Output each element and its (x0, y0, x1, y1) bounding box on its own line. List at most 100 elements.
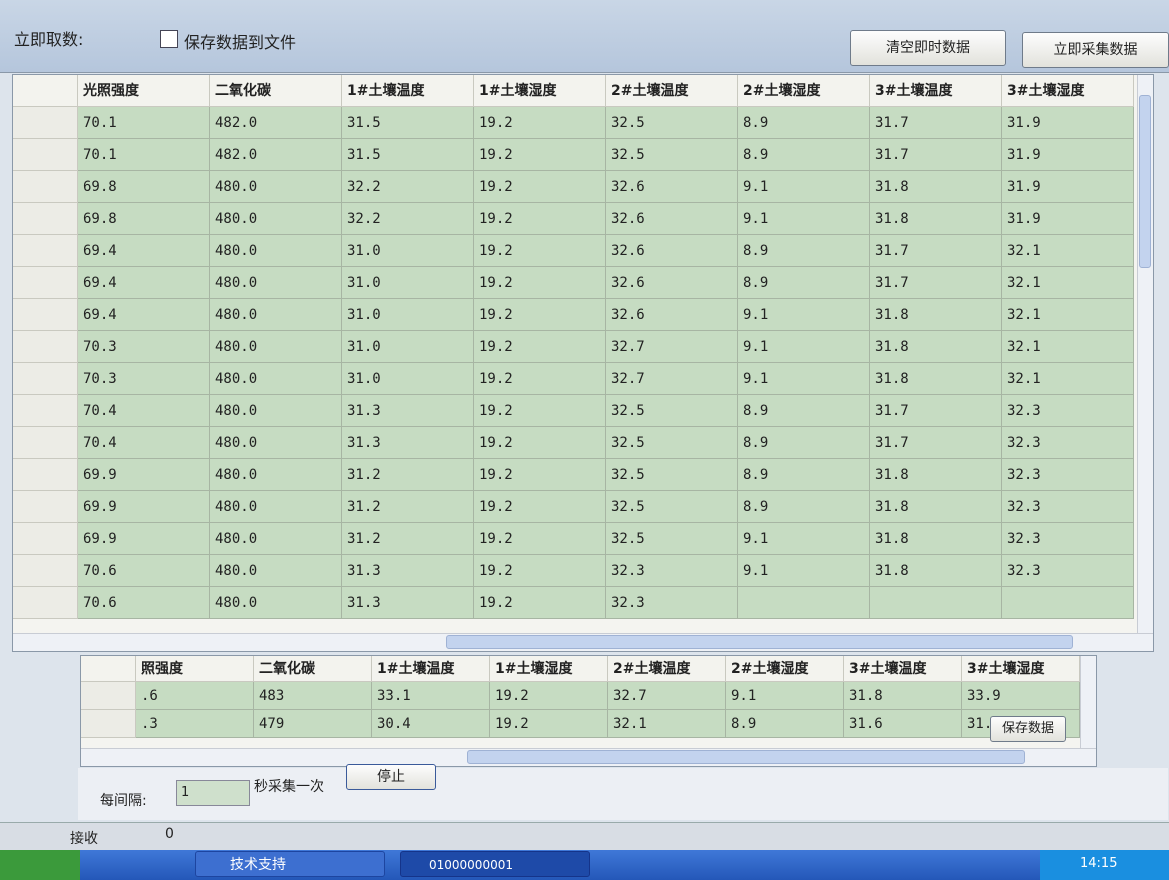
data-cell: 70.4 (78, 395, 210, 427)
row-header[interactable] (13, 587, 78, 619)
data-cell: 69.9 (78, 491, 210, 523)
data-cell: 19.2 (474, 267, 606, 299)
data-cell: 31.8 (870, 299, 1002, 331)
stop-button[interactable]: 停止 (346, 764, 436, 790)
data-cell: 19.2 (490, 682, 608, 710)
column-header: 3#土壤湿度 (1002, 75, 1134, 107)
data-cell: 19.2 (474, 139, 606, 171)
checkbox-label[interactable]: 保存数据到文件 (184, 33, 297, 52)
row-header[interactable] (13, 203, 78, 235)
column-header: 2#土壤温度 (608, 656, 726, 682)
data-cell: 8.9 (738, 427, 870, 459)
data-cell: 32.7 (606, 363, 738, 395)
row-header[interactable] (13, 139, 78, 171)
data-cell: 32.5 (606, 107, 738, 139)
data-cell: 31.8 (870, 203, 1002, 235)
save-button[interactable]: 保存数据 (990, 716, 1066, 742)
data-cell: 482.0 (210, 107, 342, 139)
scroll-thumb[interactable] (1139, 95, 1151, 268)
data-cell: 32.5 (606, 139, 738, 171)
data-cell: 32.2 (342, 171, 474, 203)
row-header[interactable] (13, 107, 78, 139)
data-cell: 31.9 (1002, 139, 1134, 171)
data-cell: 8.9 (738, 235, 870, 267)
column-header: 2#土壤湿度 (738, 75, 870, 107)
status-label: 接收 (70, 831, 98, 847)
data-cell: 69.8 (78, 203, 210, 235)
data-cell: 483 (254, 682, 372, 710)
data-cell: 32.5 (606, 523, 738, 555)
data-cell: 32.1 (1002, 299, 1134, 331)
data-cell: 32.5 (606, 395, 738, 427)
data-cell: 69.9 (78, 459, 210, 491)
column-header: 2#土壤湿度 (726, 656, 844, 682)
data-cell: 31.0 (342, 267, 474, 299)
row-header[interactable] (13, 299, 78, 331)
data-cell: 32.3 (1002, 395, 1134, 427)
data-cell: 8.9 (738, 267, 870, 299)
toolbar-label: 立即取数: (14, 30, 84, 49)
scroll-thumb[interactable] (446, 635, 1074, 649)
data-cell: 8.9 (726, 710, 844, 738)
data-cell: 31.2 (342, 523, 474, 555)
data-cell: 32.7 (608, 682, 726, 710)
data-cell: 32.5 (606, 459, 738, 491)
data-cell: 479 (254, 710, 372, 738)
data-cell: 32.3 (606, 555, 738, 587)
row-header[interactable] (13, 523, 78, 555)
start-area[interactable] (0, 850, 80, 880)
data-cell: 32.6 (606, 235, 738, 267)
interval-input[interactable]: 1 (176, 780, 250, 806)
row-header[interactable] (13, 331, 78, 363)
data-cell: 31.7 (870, 235, 1002, 267)
data-cell: 31.7 (870, 139, 1002, 171)
data-cell: 32.1 (1002, 235, 1134, 267)
column-header: 3#土壤温度 (870, 75, 1002, 107)
data-cell: 19.2 (474, 523, 606, 555)
data-cell: 480.0 (210, 395, 342, 427)
row-header[interactable] (13, 395, 78, 427)
taskbar-item[interactable]: 01000000001 (400, 851, 590, 877)
data-cell: 32.5 (606, 491, 738, 523)
column-header: 1#土壤湿度 (474, 75, 606, 107)
data-cell: 19.2 (474, 299, 606, 331)
row-header[interactable] (13, 171, 78, 203)
system-tray (1040, 850, 1169, 880)
data-cell: 31.9 (1002, 203, 1134, 235)
row-header[interactable] (13, 427, 78, 459)
clear-button[interactable]: 清空即时数据 (850, 30, 1006, 66)
row-header[interactable] (13, 555, 78, 587)
row-header[interactable] (13, 459, 78, 491)
row-header[interactable] (13, 267, 78, 299)
column-header: 3#土壤湿度 (962, 656, 1080, 682)
data-cell: 32.1 (1002, 267, 1134, 299)
data-cell: 31.2 (342, 491, 474, 523)
data-cell: 32.3 (1002, 555, 1134, 587)
data-cell: 31.0 (342, 331, 474, 363)
column-header: 1#土壤湿度 (490, 656, 608, 682)
row-header[interactable] (13, 363, 78, 395)
scroll-thumb[interactable] (466, 750, 1025, 764)
row-header[interactable] (13, 235, 78, 267)
data-cell: 19.2 (474, 331, 606, 363)
data-cell: 31.0 (342, 235, 474, 267)
taskbar-item[interactable]: 技术支持 (195, 851, 385, 877)
data-cell: 9.1 (726, 682, 844, 710)
data-cell: 8.9 (738, 395, 870, 427)
checkbox[interactable] (160, 30, 178, 48)
row-header[interactable] (81, 710, 136, 738)
row-header[interactable] (81, 682, 136, 710)
data-cell: 32.5 (606, 427, 738, 459)
data-cell: 70.3 (78, 331, 210, 363)
empty-cell (1002, 587, 1134, 619)
data-cell: 69.4 (78, 299, 210, 331)
data-cell: 480.0 (210, 363, 342, 395)
data-cell: .3 (136, 710, 254, 738)
row-header[interactable] (13, 491, 78, 523)
data-cell: 31.7 (870, 427, 1002, 459)
v-scrollbar[interactable] (1080, 656, 1096, 766)
data-cell: 19.2 (474, 395, 606, 427)
collect-button[interactable]: 立即采集数据 (1022, 32, 1169, 68)
data-cell: 69.4 (78, 235, 210, 267)
